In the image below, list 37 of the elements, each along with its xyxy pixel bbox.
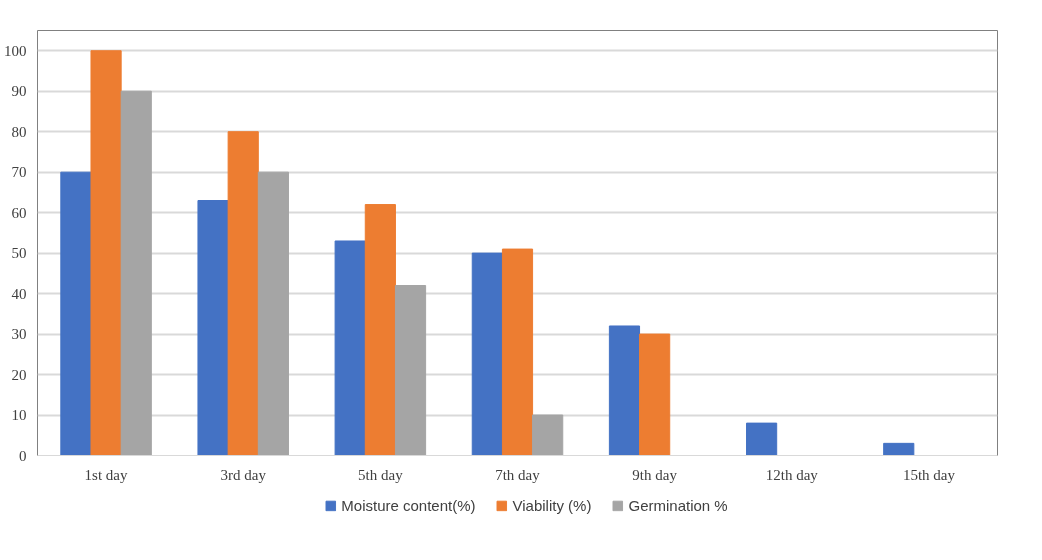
bar — [90, 50, 122, 456]
bar — [471, 252, 503, 456]
bar — [639, 333, 671, 456]
bar — [120, 90, 152, 456]
bar — [227, 131, 259, 456]
x-tick-label: 15th day — [902, 466, 956, 483]
bar — [60, 171, 92, 456]
bar — [532, 414, 564, 456]
bar — [334, 240, 366, 456]
x-tick-label: 9th day — [632, 466, 678, 483]
legend-label: Germination % — [628, 496, 728, 514]
bar — [197, 200, 229, 456]
x-tick-label: 7th day — [495, 466, 541, 483]
bar — [608, 325, 641, 456]
bar — [257, 171, 289, 456]
x-tick-label: 5th day — [358, 466, 404, 483]
y-tick-label: 70 — [11, 164, 27, 181]
y-tick-label: 30 — [11, 326, 27, 343]
bar — [364, 204, 396, 456]
bar — [394, 285, 427, 456]
y-tick-label: 80 — [11, 123, 27, 140]
x-tick-label: 12th day — [765, 466, 819, 483]
y-tick-label: 0 — [19, 447, 27, 464]
y-tick-label: 60 — [11, 204, 27, 221]
bar — [501, 248, 534, 456]
x-tick-label: 1st day — [84, 466, 129, 483]
y-tick-label: 20 — [11, 366, 27, 383]
bar — [883, 442, 915, 456]
legend-label: Viability (%) — [512, 496, 592, 514]
y-tick-label: 100 — [4, 42, 27, 59]
y-tick-label: 50 — [11, 245, 27, 262]
y-tick-label: 10 — [11, 407, 27, 424]
legend-label: Moisture content(%) — [341, 496, 476, 514]
bar — [746, 422, 778, 456]
y-tick-label: 40 — [11, 285, 27, 302]
x-tick-label: 3rd day — [220, 466, 267, 483]
y-tick-label: 90 — [11, 83, 27, 100]
